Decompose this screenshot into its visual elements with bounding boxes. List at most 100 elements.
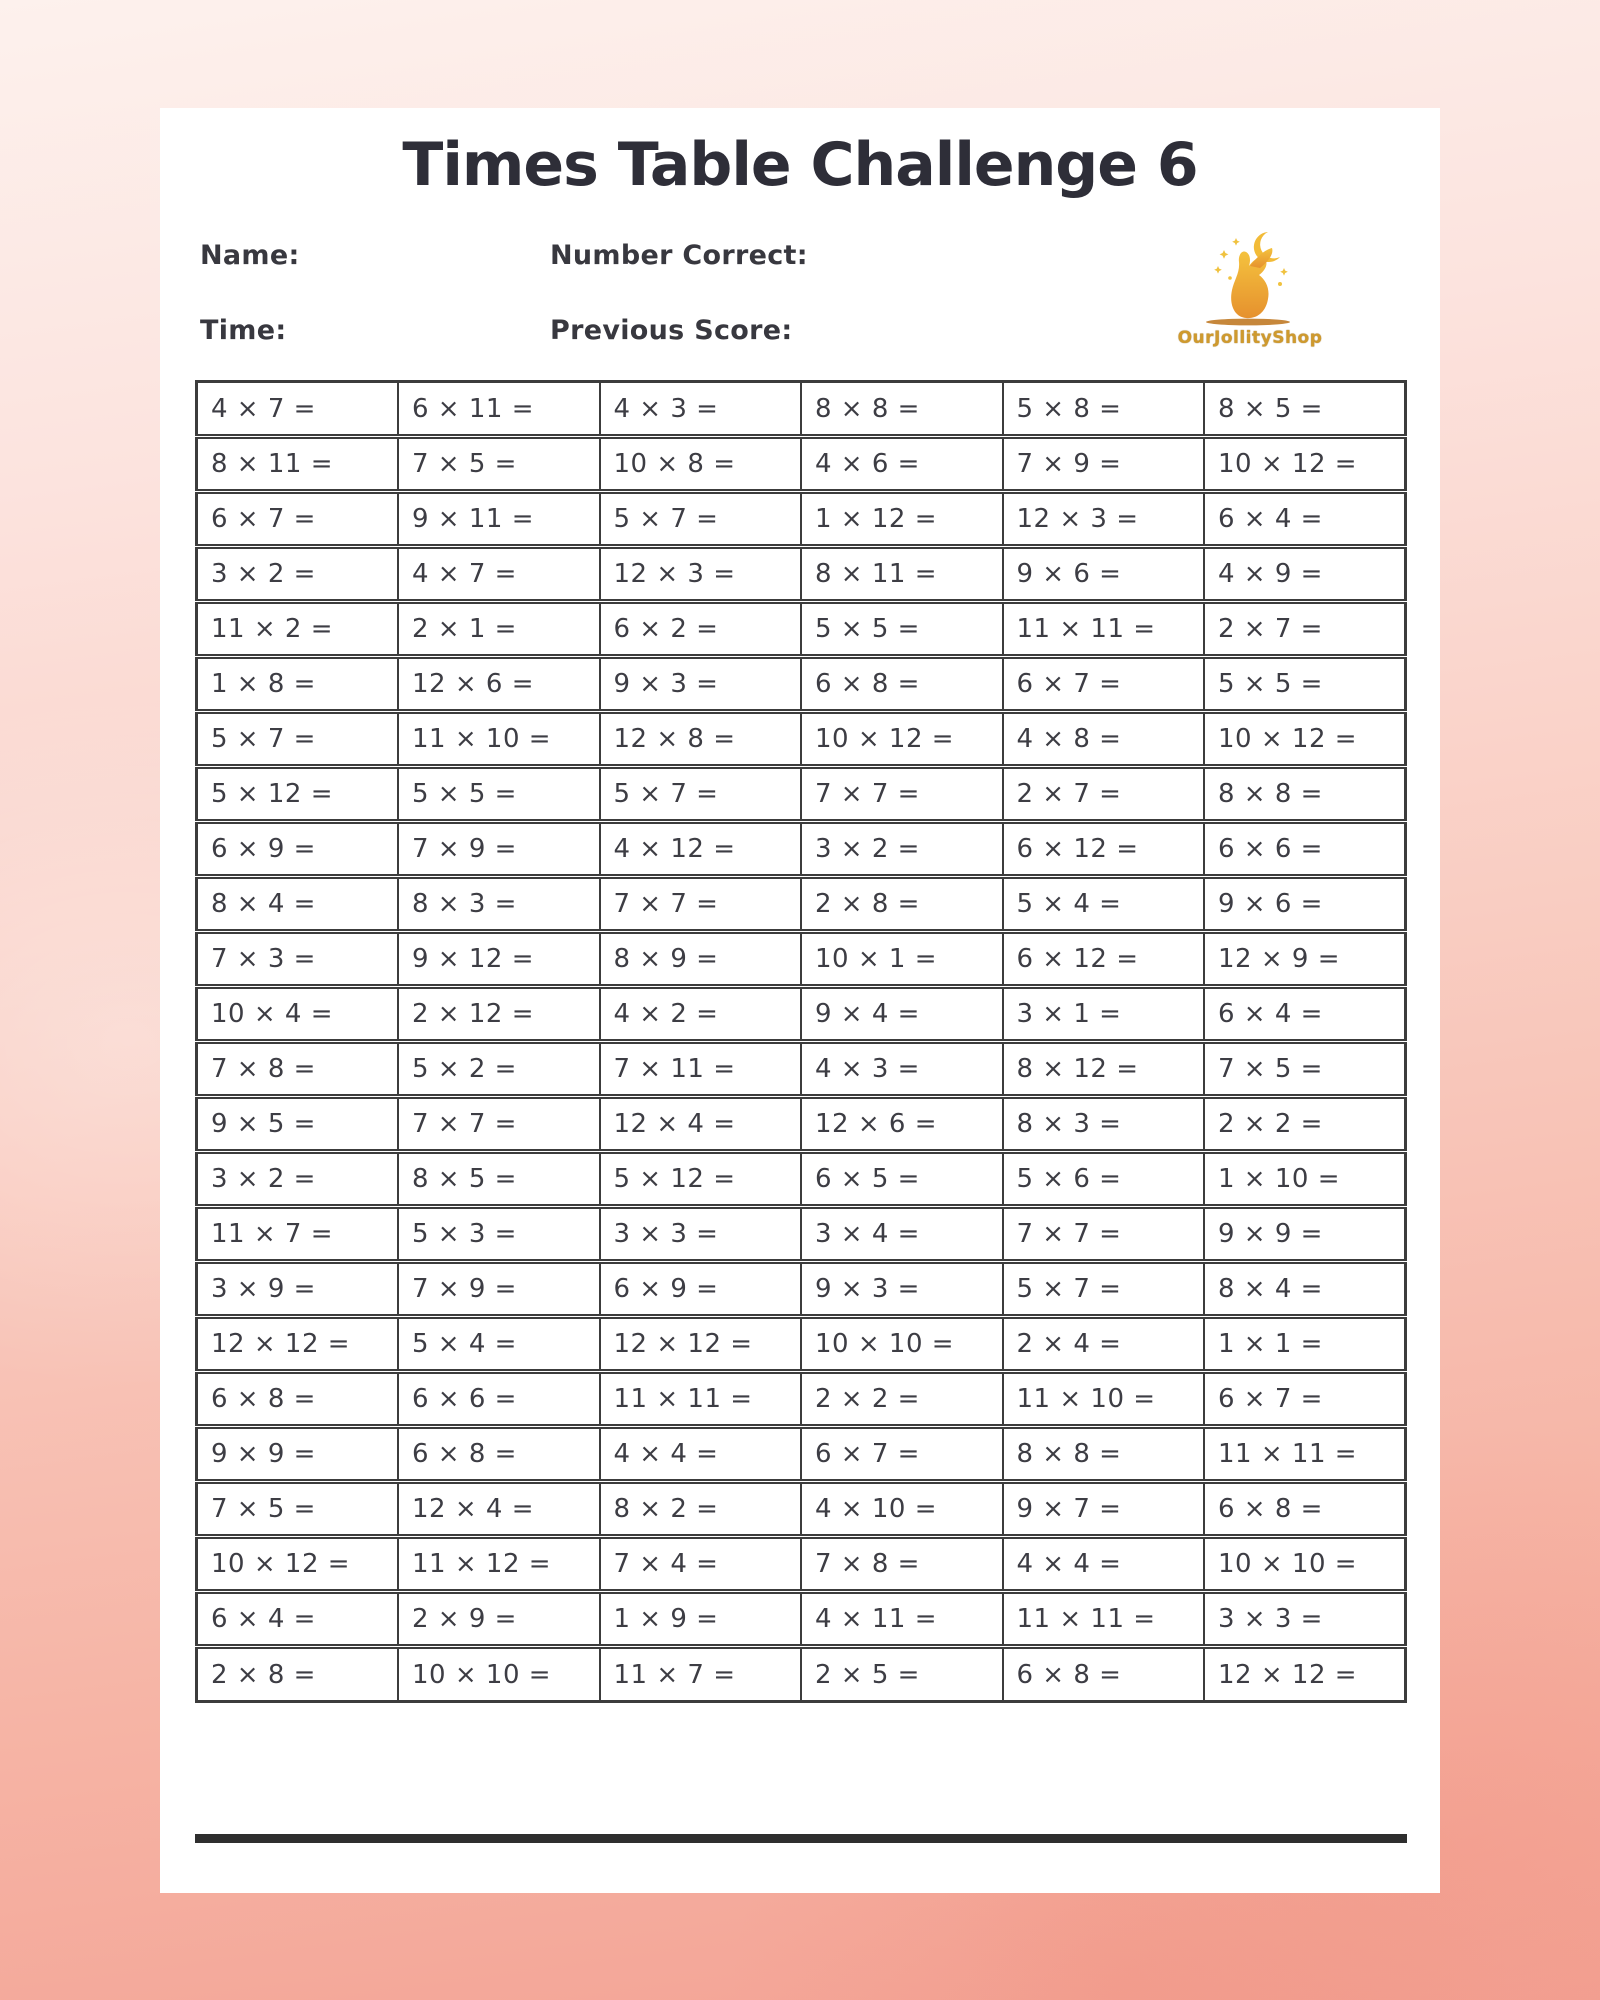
problem-cell: 11 × 11 =: [1001, 1591, 1205, 1649]
brand-name: OurJollityShop: [1177, 328, 1323, 348]
table-row: 6 × 8 = 6 × 6 = 11 × 11 = 2 × 2 = 11 × 10 = 6…: [195, 1371, 1407, 1429]
problem-cell: 12 × 12 =: [598, 1316, 802, 1374]
table-row: 9 × 9 = 6 × 8 = 4 × 4 = 6 × 7 = 8 × 8 = 11 × …: [195, 1426, 1407, 1484]
problems-table: 4 × 7 = 6 × 11 = 4 × 3 = 8 × 8 = 5 × 8 = 8 × …: [195, 380, 1407, 1703]
problem-cell: 2 × 1 =: [397, 601, 601, 659]
problem-cell: 2 × 9 =: [397, 1591, 601, 1649]
problem-cell: 6 × 6 =: [397, 1371, 601, 1429]
table-row: 12 × 12 = 5 × 4 = 12 × 12 = 10 × 10 = 2 × 4 …: [195, 1316, 1407, 1374]
problem-cell: 12 × 9 =: [1203, 931, 1407, 989]
problem-cell: 11 × 10 =: [397, 711, 601, 769]
problem-cell: 2 × 7 =: [1203, 601, 1407, 659]
problem-cell: 9 × 12 =: [397, 931, 601, 989]
problem-cell: 6 × 11 =: [397, 381, 601, 439]
problem-cell: 6 × 12 =: [1001, 821, 1205, 879]
problem-cell: 4 × 4 =: [1001, 1536, 1205, 1594]
table-row: 1 × 8 = 12 × 6 = 9 × 3 = 6 × 8 = 6 × 7 = 5 × …: [195, 656, 1407, 714]
problem-cell: 11 × 7 =: [598, 1646, 802, 1703]
brand-logo: OurJollityShop: [1165, 228, 1335, 348]
problem-cell: 7 × 5 =: [195, 1481, 399, 1539]
problem-cell: 4 × 2 =: [598, 986, 802, 1044]
problem-cell: 4 × 6 =: [800, 436, 1004, 494]
problem-cell: 6 × 8 =: [397, 1426, 601, 1484]
problem-cell: 10 × 12 =: [800, 711, 1004, 769]
problem-cell: 4 × 7 =: [397, 546, 601, 604]
problem-cell: 3 × 4 =: [800, 1206, 1004, 1264]
double-rule-divider: [195, 1834, 1407, 1843]
problem-cell: 3 × 2 =: [800, 821, 1004, 879]
problem-cell: 3 × 2 =: [195, 546, 399, 604]
table-row: 7 × 8 = 5 × 2 = 7 × 11 = 4 × 3 = 8 × 12 = 7 ×…: [195, 1041, 1407, 1099]
problem-cell: 5 × 3 =: [397, 1206, 601, 1264]
problem-cell: 10 × 10 =: [1203, 1536, 1407, 1594]
problem-cell: 8 × 5 =: [1203, 381, 1407, 439]
table-row: 10 × 12 = 11 × 12 = 7 × 4 = 7 × 8 = 4 × 4 = 1…: [195, 1536, 1407, 1594]
problem-cell: 7 × 9 =: [1001, 436, 1205, 494]
problem-cell: 5 × 5 =: [1203, 656, 1407, 714]
table-row: 11 × 7 = 5 × 3 = 3 × 3 = 3 × 4 = 7 × 7 = 9 × …: [195, 1206, 1407, 1264]
problem-cell: 8 × 3 =: [397, 876, 601, 934]
worksheet-page: Times Table Challenge 6 Name: Number Cor…: [160, 108, 1440, 1893]
table-row: 2 × 8 = 10 × 10 = 11 × 7 = 2 × 5 = 6 × 8 = 12…: [195, 1646, 1407, 1703]
problem-cell: 4 × 3 =: [598, 381, 802, 439]
problem-cell: 10 × 4 =: [195, 986, 399, 1044]
problem-cell: 2 × 8 =: [195, 1646, 399, 1703]
problem-cell: 10 × 10 =: [397, 1646, 601, 1703]
problem-cell: 9 × 4 =: [800, 986, 1004, 1044]
table-row: 6 × 9 = 7 × 9 = 4 × 12 = 3 × 2 = 6 × 12 = 6 ×…: [195, 821, 1407, 879]
problem-cell: 10 × 1 =: [800, 931, 1004, 989]
problem-cell: 2 × 12 =: [397, 986, 601, 1044]
problem-cell: 9 × 6 =: [1001, 546, 1205, 604]
problem-cell: 7 × 4 =: [598, 1536, 802, 1594]
problem-cell: 10 × 12 =: [1203, 436, 1407, 494]
problem-cell: 4 × 10 =: [800, 1481, 1004, 1539]
problem-cell: 4 × 7 =: [195, 381, 399, 439]
problem-cell: 12 × 6 =: [800, 1096, 1004, 1154]
problem-cell: 2 × 5 =: [800, 1646, 1004, 1703]
problem-cell: 7 × 11 =: [598, 1041, 802, 1099]
problem-cell: 3 × 3 =: [598, 1206, 802, 1264]
table-row: 10 × 4 = 2 × 12 = 4 × 2 = 9 × 4 = 3 × 1 = 6 ×…: [195, 986, 1407, 1044]
table-row: 5 × 7 = 11 × 10 = 12 × 8 = 10 × 12 = 4 × 8 =…: [195, 711, 1407, 769]
problem-cell: 5 × 7 =: [195, 711, 399, 769]
problem-cell: 8 × 4 =: [195, 876, 399, 934]
problem-cell: 6 × 8 =: [1203, 1481, 1407, 1539]
problem-cell: 12 × 12 =: [1203, 1646, 1407, 1703]
problem-cell: 8 × 2 =: [598, 1481, 802, 1539]
table-row: 9 × 5 = 7 × 7 = 12 × 4 = 12 × 6 = 8 × 3 = 2 ×…: [195, 1096, 1407, 1154]
table-row: 6 × 7 = 9 × 11 = 5 × 7 = 1 × 12 = 12 × 3 = 6 …: [195, 491, 1407, 549]
problem-cell: 11 × 2 =: [195, 601, 399, 659]
problem-cell: 3 × 3 =: [1203, 1591, 1407, 1649]
problem-cell: 8 × 11 =: [800, 546, 1004, 604]
problem-cell: 6 × 9 =: [195, 821, 399, 879]
problem-cell: 7 × 3 =: [195, 931, 399, 989]
problem-cell: 8 × 3 =: [1001, 1096, 1205, 1154]
problem-cell: 2 × 4 =: [1001, 1316, 1205, 1374]
problem-cell: 5 × 5 =: [397, 766, 601, 824]
table-row: 7 × 5 = 12 × 4 = 8 × 2 = 4 × 10 = 9 × 7 = 6 ×…: [195, 1481, 1407, 1539]
problem-cell: 9 × 9 =: [1203, 1206, 1407, 1264]
problem-cell: 4 × 12 =: [598, 821, 802, 879]
problem-cell: 6 × 8 =: [195, 1371, 399, 1429]
problem-cell: 8 × 11 =: [195, 436, 399, 494]
problem-cell: 6 × 7 =: [1203, 1371, 1407, 1429]
problem-cell: 9 × 3 =: [598, 656, 802, 714]
problem-cell: 5 × 8 =: [1001, 381, 1205, 439]
problem-cell: 10 × 12 =: [1203, 711, 1407, 769]
table-row: 6 × 4 = 2 × 9 = 1 × 9 = 4 × 11 = 11 × 11 = 3 …: [195, 1591, 1407, 1649]
table-row: 8 × 11 = 7 × 5 = 10 × 8 = 4 × 6 = 7 × 9 = 10 …: [195, 436, 1407, 494]
problem-cell: 12 × 3 =: [1001, 491, 1205, 549]
bunny-moon-sparkles-icon: [1184, 228, 1316, 332]
number-correct-label: Number Correct:: [550, 240, 808, 271]
problem-cell: 9 × 6 =: [1203, 876, 1407, 934]
problem-cell: 11 × 11 =: [598, 1371, 802, 1429]
problem-cell: 7 × 7 =: [1001, 1206, 1205, 1264]
problem-cell: 10 × 10 =: [800, 1316, 1004, 1374]
problem-cell: 2 × 8 =: [800, 876, 1004, 934]
problem-cell: 9 × 7 =: [1001, 1481, 1205, 1539]
problem-cell: 6 × 2 =: [598, 601, 802, 659]
problems-grid: 4 × 7 = 6 × 11 = 4 × 3 = 8 × 8 = 5 × 8 = 8 × …: [195, 380, 1407, 1703]
problem-cell: 1 × 8 =: [195, 656, 399, 714]
page-title: Times Table Challenge 6: [402, 130, 1198, 200]
problem-cell: 6 × 9 =: [598, 1261, 802, 1319]
